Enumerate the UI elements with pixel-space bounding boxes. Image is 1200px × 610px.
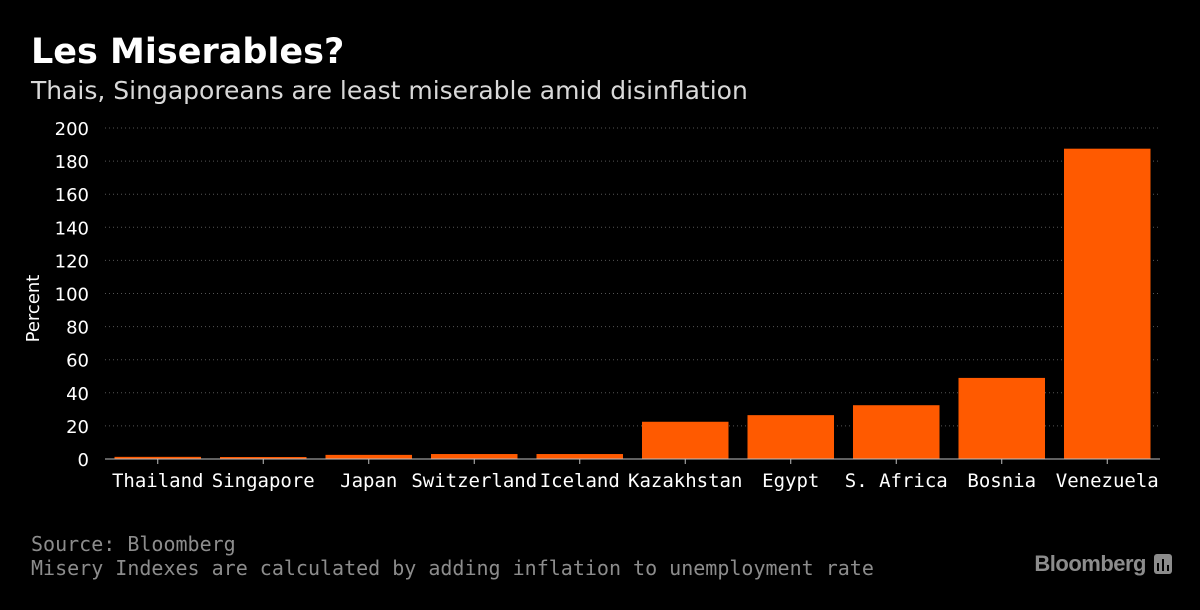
chart-subtitle: Thais, Singaporeans are least miserable … [31, 76, 748, 105]
bars [114, 148, 1151, 459]
bar [1063, 148, 1151, 459]
x-tick-label: S. Africa [845, 470, 948, 492]
y-tick-label: 140 [55, 218, 89, 239]
y-tick-label: 80 [66, 318, 89, 339]
methodology-note: Misery Indexes are calculated by adding … [31, 556, 874, 580]
bloomberg-chart-icon [1154, 554, 1172, 574]
x-tick-label: Venezuela [1056, 470, 1159, 492]
bar-chart: 0 20 40 60 80 100 120 140 160 180 200 Thailand Sing… [23, 119, 1160, 492]
y-tick-label: 20 [66, 417, 89, 438]
y-tick-label: 200 [55, 119, 89, 140]
bar [536, 454, 624, 459]
y-tick-label: 180 [55, 152, 89, 173]
x-tick-label: Iceland [540, 470, 620, 492]
y-axis-ticks: 0 20 40 60 80 100 120 140 160 180 200 [55, 119, 89, 471]
chart-title: Les Miserables? [31, 32, 345, 72]
x-axis-ticks: Thailand Singapore Japan Switzerland Iceland… [112, 459, 1159, 492]
x-tick-label: Bosnia [967, 470, 1036, 492]
bar [325, 454, 413, 459]
x-tick-label: Singapore [212, 470, 315, 492]
bar [852, 405, 940, 459]
bar [430, 454, 518, 459]
y-tick-label: 0 [78, 450, 89, 471]
source-note: Source: Bloomberg [31, 532, 236, 556]
x-tick-label: Japan [340, 470, 397, 492]
brand-name: Bloomberg [1034, 551, 1146, 576]
bar [747, 415, 835, 459]
x-tick-label: Kazakhstan [628, 470, 742, 492]
bar [958, 377, 1046, 459]
y-tick-label: 120 [55, 251, 89, 272]
x-tick-label: Egypt [762, 470, 819, 492]
x-tick-label: Switzerland [411, 470, 537, 492]
y-tick-label: 40 [66, 384, 89, 405]
bar [219, 457, 307, 459]
bloomberg-logo: Bloomberg [1034, 551, 1172, 577]
y-tick-label: 60 [66, 351, 89, 372]
y-tick-label: 100 [55, 285, 89, 306]
y-axis-label: Percent [23, 275, 44, 343]
bar [641, 421, 729, 459]
x-tick-label: Thailand [112, 470, 204, 492]
y-tick-label: 160 [55, 185, 89, 206]
bar [114, 456, 202, 459]
